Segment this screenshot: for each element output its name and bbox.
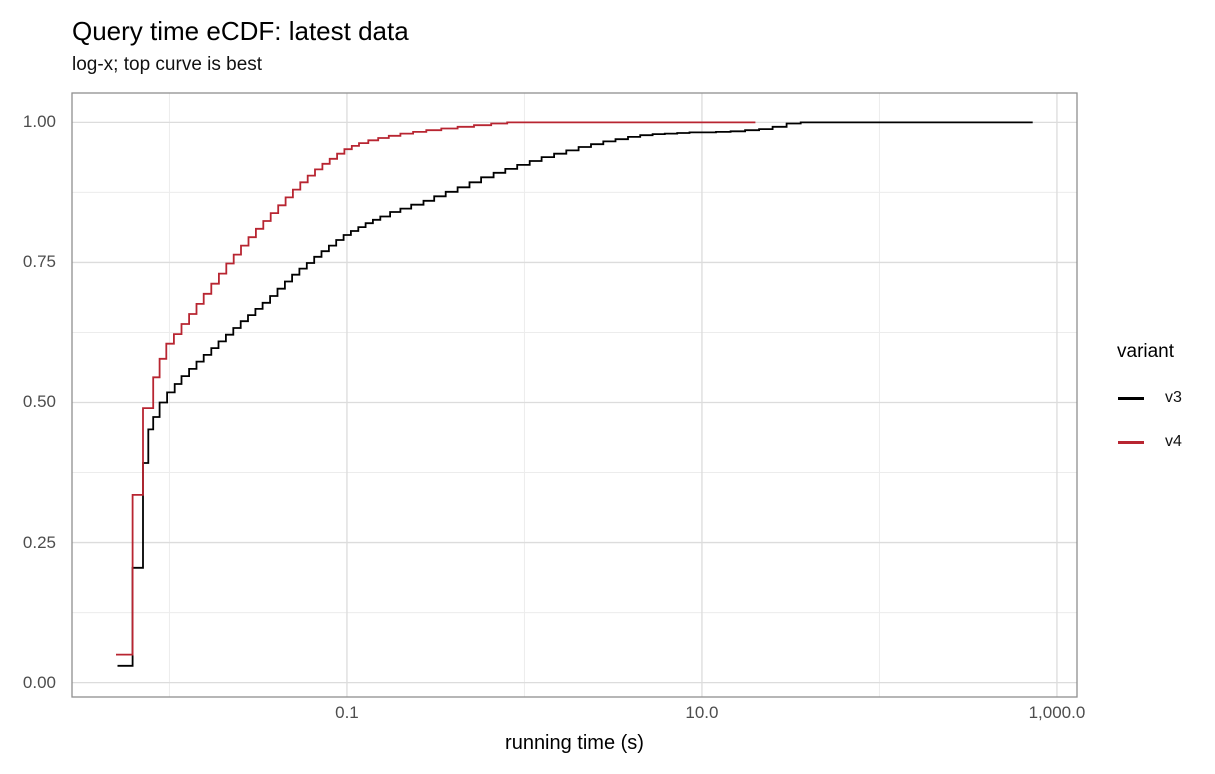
x-axis-title: running time (s) (505, 732, 644, 754)
legend-item-v3: v3 (1113, 389, 1182, 407)
chart-title: Query time eCDF: latest data (72, 16, 409, 46)
legend-key-line-v4 (1118, 440, 1144, 444)
panel-border (71, 92, 1078, 698)
y-tick-label: 0.75 (22, 252, 56, 272)
y-tick-label: 0.50 (22, 392, 56, 412)
chart-subtitle: log-x; top curve is best (72, 54, 263, 75)
legend-item-v4: v4 (1113, 433, 1182, 451)
y-tick-label: 0.00 (22, 672, 56, 692)
legend-title: variant (1117, 341, 1175, 362)
x-tick-label: 10.0 (685, 703, 719, 722)
legend-item-label: v3 (1165, 389, 1182, 406)
y-tick-label: 0.25 (22, 532, 56, 552)
ecdf-curve-v3 (117, 121, 1033, 667)
legend: variant v3 v4 (1113, 341, 1182, 451)
legend-item-label: v4 (1165, 433, 1182, 450)
y-tick-label: 1.00 (22, 112, 56, 132)
x-tick-label: 0.1 (335, 703, 359, 722)
ecdf-curve-v4 (116, 121, 756, 656)
legend-key-line-v3 (1118, 396, 1144, 400)
x-tick-label: 1,000.0 (1028, 703, 1086, 722)
